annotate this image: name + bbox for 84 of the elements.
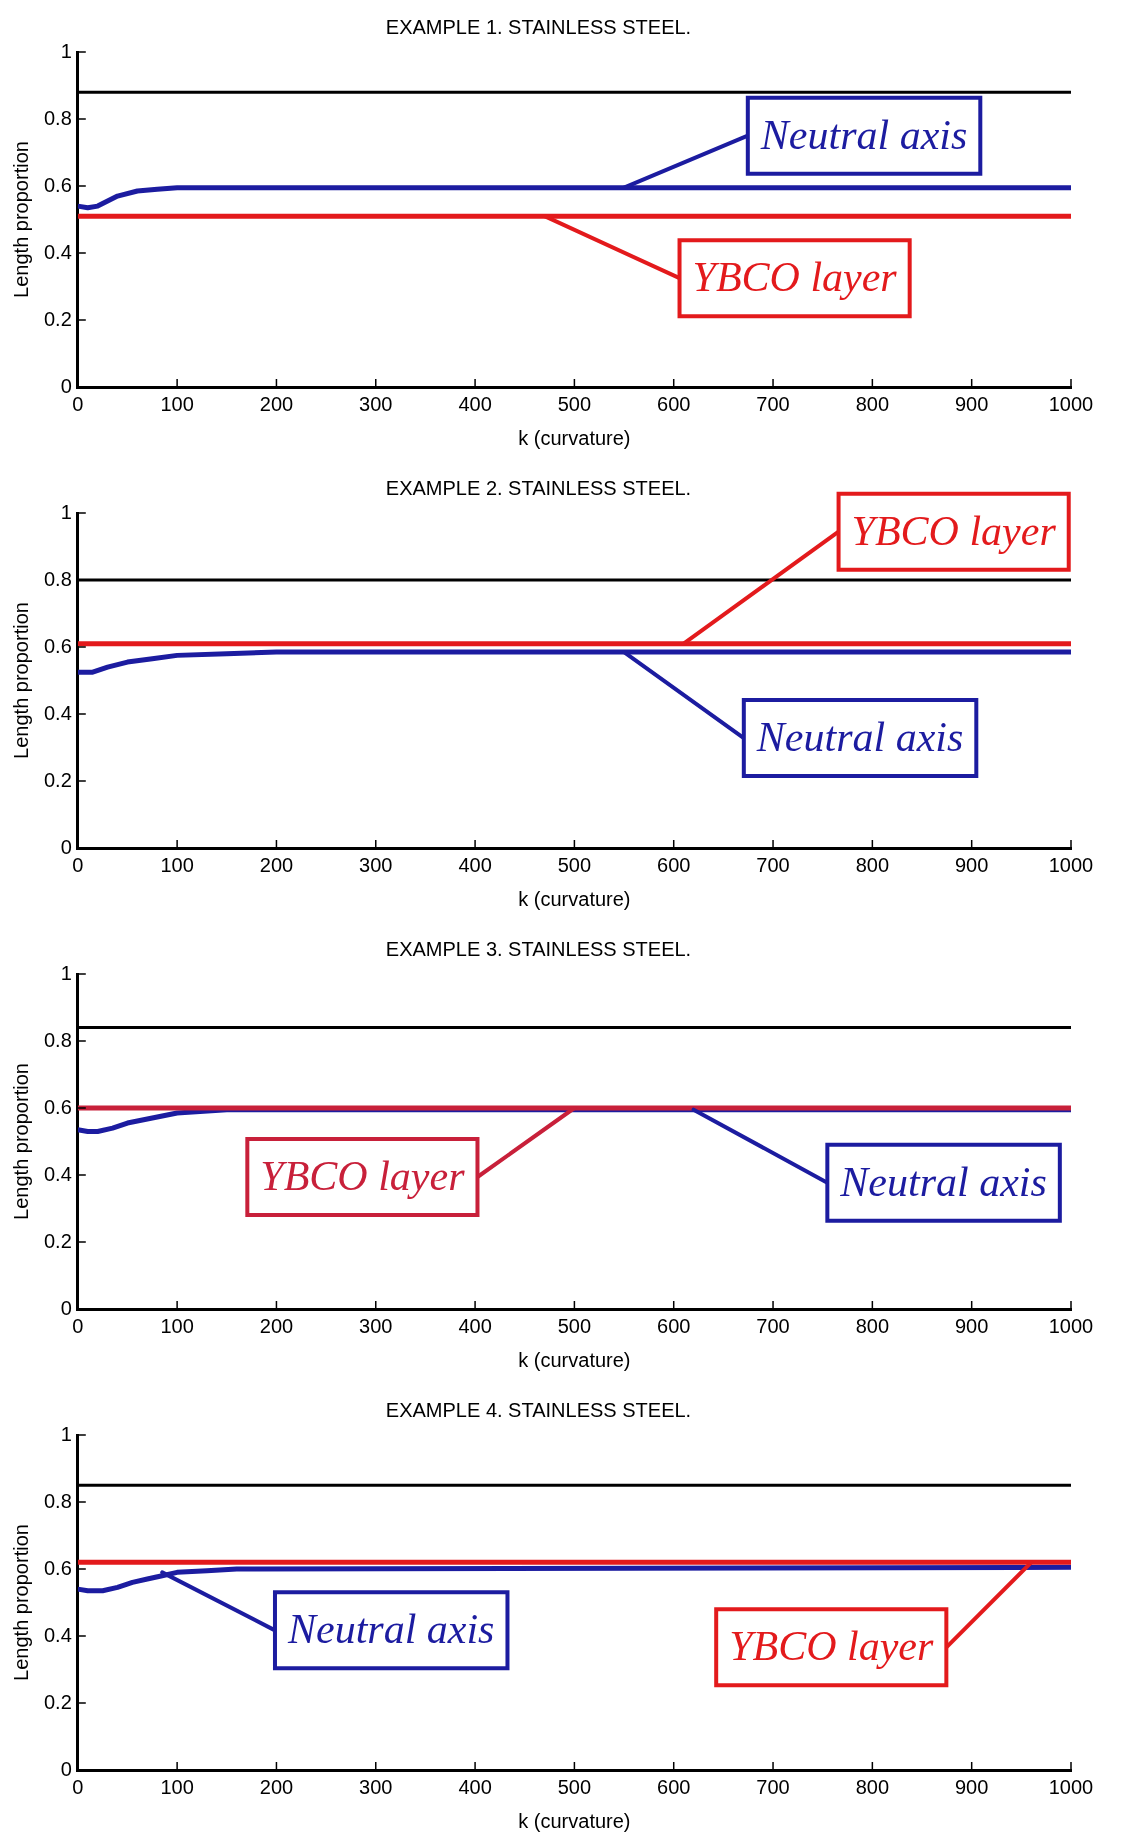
x-tick-label: 800	[855, 853, 890, 876]
y-tick-label: 0.4	[43, 1623, 72, 1646]
x-tick-label: 100	[160, 1775, 194, 1798]
y-tick-label: 0.8	[43, 1489, 72, 1512]
x-tick-label: 1000	[1048, 392, 1094, 415]
x-tick-label: 300	[359, 1314, 393, 1337]
x-tick-label: 400	[458, 1775, 492, 1798]
x-tick-label: 1000	[1048, 853, 1094, 876]
x-tick-label: 800	[855, 1775, 890, 1798]
chart-title: EXAMPLE 2. STAINLESS STEEL.	[385, 476, 692, 499]
x-tick-label: 600	[657, 1775, 691, 1798]
x-tick-label: 600	[657, 1314, 691, 1337]
chart-title: EXAMPLE 1. STAINLESS STEEL.	[385, 15, 692, 38]
x-tick-label: 200	[259, 392, 294, 415]
annotation: YBCO layer	[260, 1153, 466, 1200]
y-tick-label: 0.6	[43, 634, 72, 657]
y-tick-label: 0.2	[43, 1229, 72, 1252]
x-tick-label: 1000	[1048, 1314, 1094, 1337]
chart-title: EXAMPLE 4. STAINLESS STEEL.	[385, 1398, 692, 1421]
annotation: Neutral axis	[755, 714, 964, 761]
x-tick-label: 700	[756, 1775, 790, 1798]
x-tick-label: 200	[259, 1314, 294, 1337]
x-tick-label: 100	[160, 853, 194, 876]
x-tick-label: 600	[657, 392, 691, 415]
x-tick-label: 600	[657, 853, 691, 876]
x-tick-label: 300	[359, 853, 393, 876]
y-tick-label: 0	[60, 1757, 72, 1780]
x-tick-label: 100	[160, 392, 194, 415]
x-tick-label: 800	[855, 1314, 890, 1337]
y-tick-label: 0	[60, 1296, 72, 1319]
y-tick-label: 0	[60, 835, 72, 858]
x-tick-label: 500	[557, 392, 592, 415]
annotation: Neutral axis	[759, 111, 968, 158]
x-tick-label: 300	[359, 392, 393, 415]
x-tick-label: 500	[557, 853, 592, 876]
y-tick-label: 1	[60, 500, 72, 523]
x-tick-label: 1000	[1048, 1775, 1094, 1798]
x-axis-title: k (curvature)	[518, 426, 631, 449]
y-tick-label: 0.4	[43, 1162, 72, 1185]
y-tick-label: 0.6	[43, 1095, 72, 1118]
y-axis-title: Length proportion	[9, 602, 32, 759]
y-tick-label: 0	[60, 374, 72, 397]
y-tick-label: 0.2	[43, 307, 72, 330]
chart-title: EXAMPLE 3. STAINLESS STEEL.	[385, 937, 692, 960]
x-tick-label: 200	[259, 853, 294, 876]
x-tick-label: 700	[756, 392, 790, 415]
y-tick-label: 1	[60, 961, 72, 984]
y-tick-label: 0.8	[43, 567, 72, 590]
annotation: YBCO layer	[729, 1623, 934, 1670]
y-tick-label: 0.2	[43, 1690, 72, 1713]
y-axis-title: Length proportion	[9, 1063, 32, 1220]
x-axis-title: k (curvature)	[518, 1809, 631, 1832]
y-tick-label: 0.6	[43, 173, 72, 196]
x-tick-label: 900	[954, 1775, 989, 1798]
x-tick-label: 800	[855, 392, 890, 415]
x-tick-label: 700	[756, 853, 790, 876]
y-axis-title: Length proportion	[9, 1524, 32, 1681]
y-tick-label: 0.8	[43, 1028, 72, 1051]
x-tick-label: 400	[458, 1314, 492, 1337]
x-tick-label: 700	[756, 1314, 790, 1337]
y-tick-label: 0.6	[43, 1556, 72, 1579]
x-tick-label: 400	[458, 853, 492, 876]
annotation: YBCO layer	[692, 254, 898, 301]
y-tick-label: 1	[60, 1422, 72, 1445]
y-tick-label: 0.4	[43, 701, 72, 724]
x-tick-label: 900	[954, 392, 989, 415]
x-tick-label: 500	[557, 1314, 592, 1337]
y-tick-label: 1	[60, 39, 72, 62]
y-axis-title: Length proportion	[9, 141, 32, 298]
x-tick-label: 900	[954, 853, 989, 876]
y-tick-label: 0.4	[43, 240, 72, 263]
y-tick-label: 0.2	[43, 768, 72, 791]
x-axis-title: k (curvature)	[518, 887, 631, 910]
annotation: Neutral axis	[286, 1606, 495, 1653]
x-tick-label: 400	[458, 392, 492, 415]
x-tick-label: 200	[259, 1775, 294, 1798]
annotation: Neutral axis	[839, 1158, 1047, 1205]
x-tick-label: 300	[359, 1775, 393, 1798]
x-tick-label: 500	[557, 1775, 592, 1798]
annotation: YBCO layer	[851, 507, 1057, 554]
x-tick-label: 900	[954, 1314, 989, 1337]
x-tick-label: 100	[160, 1314, 194, 1337]
y-tick-label: 0.8	[43, 106, 72, 129]
x-axis-title: k (curvature)	[518, 1348, 631, 1371]
